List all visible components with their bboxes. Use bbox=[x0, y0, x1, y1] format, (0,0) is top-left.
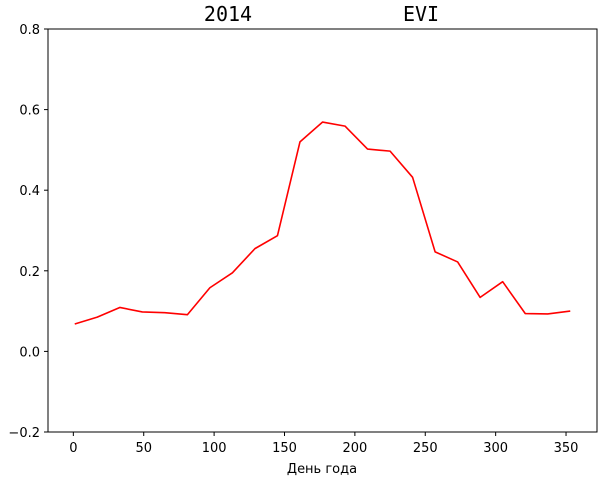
x-tick-label: 200 bbox=[342, 441, 367, 456]
x-tick-label: 150 bbox=[272, 441, 297, 456]
y-tick-label: 0.0 bbox=[19, 345, 40, 360]
y-tick-label: 0.6 bbox=[19, 104, 40, 119]
x-tick-label: 100 bbox=[202, 441, 227, 456]
x-tick-label: 250 bbox=[413, 441, 438, 456]
x-tick-label: 0 bbox=[69, 441, 77, 456]
plot-frame bbox=[47, 28, 598, 433]
x-tick-label: 350 bbox=[554, 441, 579, 456]
x-tick-label: 50 bbox=[135, 441, 152, 456]
chart-title-index: EVI bbox=[403, 2, 439, 26]
x-tick-label: 300 bbox=[483, 441, 508, 456]
plot-area: 0 50 100 150 200 250 300 350 −0.2 0.0 0.2 0.4 0.6 0.8 bbox=[8, 23, 578, 456]
chart-title-year: 2014 bbox=[204, 2, 252, 26]
y-tick-label: 0.4 bbox=[19, 184, 40, 199]
y-tick-label: 0.8 bbox=[19, 23, 40, 38]
y-tick-label: −0.2 bbox=[8, 426, 40, 441]
y-tick-label: 0.2 bbox=[19, 265, 40, 280]
x-axis-label: День года bbox=[287, 462, 357, 477]
evi-series-line bbox=[74, 121, 571, 325]
